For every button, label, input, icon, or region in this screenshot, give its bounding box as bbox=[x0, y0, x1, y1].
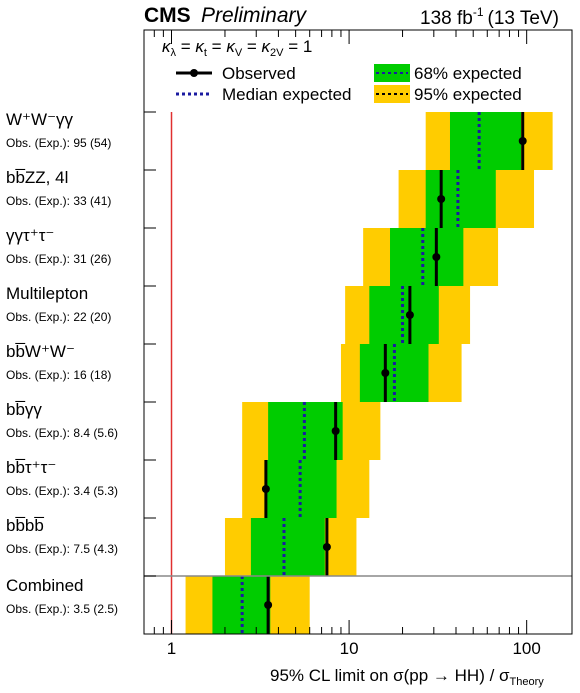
channel-sub-7: Obs. (Exp.): 7.5 (4.3) bbox=[6, 542, 118, 556]
channel-sub-8: Obs. (Exp.): 3.5 (2.5) bbox=[6, 602, 118, 616]
observed-marker-5 bbox=[331, 427, 340, 435]
channel-label-1: bb̅ZZ, 4l bbox=[6, 168, 68, 187]
band68-0 bbox=[449, 112, 522, 170]
channel-label-0: W⁺W⁻γγ bbox=[6, 110, 74, 129]
lumi-exponent: -1 bbox=[473, 5, 484, 19]
channel-sub-1: Obs. (Exp.): 33 (41) bbox=[6, 194, 111, 208]
row-labels: W⁺W⁻γγ Obs. (Exp.): 95 (54) bb̅ZZ, 4l Obs. … bbox=[6, 110, 118, 616]
experiment-label: CMS bbox=[144, 4, 191, 27]
channel-label-2: γγτ⁺τ⁻ bbox=[6, 226, 54, 245]
band68-7 bbox=[250, 518, 325, 576]
channel-sub-2: Obs. (Exp.): 31 (26) bbox=[6, 252, 111, 266]
legend: κλ = κt = κV = κ2V = 1 Observed Median e… bbox=[162, 37, 522, 104]
band68-1 bbox=[425, 170, 496, 228]
channel-label-4: bb̅W⁺W⁻ bbox=[6, 342, 75, 361]
channel-sub-4: Obs. (Exp.): 16 (18) bbox=[6, 368, 111, 382]
observed-marker-0 bbox=[518, 137, 527, 145]
lumi-value: 138 fb bbox=[420, 8, 473, 29]
band68-3 bbox=[369, 286, 439, 344]
x-tick-label-2: 100 bbox=[512, 639, 540, 658]
x-tick-label-0: 1 bbox=[167, 639, 176, 658]
observed-marker-7 bbox=[322, 543, 331, 551]
observed-marker-1 bbox=[437, 195, 446, 203]
channel-sub-5: Obs. (Exp.): 8.4 (5.6) bbox=[6, 426, 118, 440]
channel-sub-0: Obs. (Exp.): 95 (54) bbox=[6, 136, 111, 150]
channel-label-6: bb̅τ⁺τ⁻ bbox=[6, 458, 56, 477]
status-label: Preliminary bbox=[201, 4, 308, 27]
lines-layer bbox=[144, 112, 572, 634]
legend-68-swatch bbox=[374, 64, 410, 82]
channel-sub-3: Obs. (Exp.): 22 (20) bbox=[6, 310, 111, 324]
observed-marker-3 bbox=[405, 311, 414, 319]
ticks-layer: 1 10 100 bbox=[143, 29, 573, 658]
bands-layer bbox=[185, 112, 553, 634]
legend-couplings: κλ = κt = κV = κ2V = 1 bbox=[162, 37, 312, 59]
observed-marker-4 bbox=[381, 369, 390, 377]
observed-marker-8 bbox=[264, 601, 273, 609]
channel-label-3: Multilepton bbox=[6, 284, 88, 303]
x-axis-label: 95% CL limit on σ(pp → HH) / σTheory bbox=[270, 666, 544, 688]
legend-observed-marker bbox=[190, 69, 198, 77]
legend-observed-label: Observed bbox=[222, 64, 296, 83]
luminosity-label: 138 fb-1 (13 TeV) bbox=[420, 5, 559, 29]
channel-label-7: bb̅bb̅ bbox=[6, 516, 44, 535]
plot-frame bbox=[143, 29, 573, 635]
channel-label-8: Combined bbox=[6, 576, 84, 595]
band68-2 bbox=[390, 228, 464, 286]
channel-sub-6: Obs. (Exp.): 3.4 (5.3) bbox=[6, 484, 118, 498]
legend-68-label: 68% expected bbox=[414, 64, 522, 83]
observed-marker-6 bbox=[261, 485, 270, 493]
svg-text:138 fb-1(13 TeV): 138 fb-1 (13 TeV) bbox=[420, 5, 559, 29]
channel-label-5: bb̅γγ bbox=[6, 400, 42, 419]
legend-95-label: 95% expected bbox=[414, 85, 522, 104]
legend-median-label: Median expected bbox=[222, 85, 351, 104]
observed-marker-2 bbox=[432, 253, 441, 261]
legend-95-swatch bbox=[374, 85, 410, 103]
x-tick-label-1: 10 bbox=[340, 639, 359, 658]
lumi-energy: (13 TeV) bbox=[488, 8, 559, 29]
